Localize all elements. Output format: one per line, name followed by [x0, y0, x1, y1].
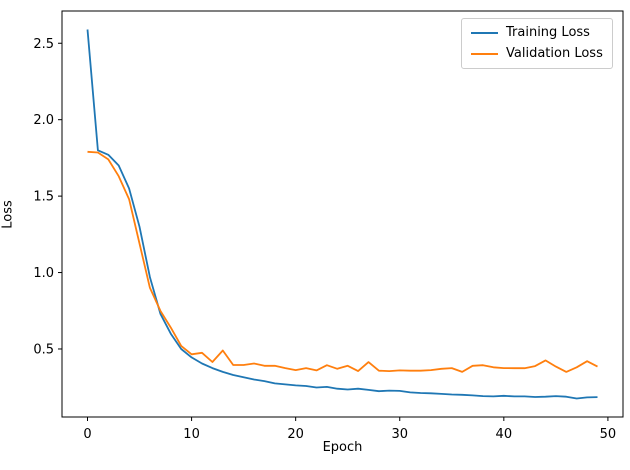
x-tick-label: 50 — [600, 427, 617, 442]
y-tick-label: 1.5 — [33, 190, 54, 205]
y-axis-label: Loss — [0, 200, 16, 229]
x-tick-label: 20 — [287, 427, 304, 442]
y-tick-label: 1.0 — [33, 266, 54, 281]
y-tick-label: 0.5 — [33, 342, 54, 357]
validation-loss-swatch — [471, 52, 498, 55]
validation-loss-line — [87, 150, 598, 373]
x-tick-label: 10 — [183, 427, 200, 442]
x-axis: 0 10 20 30 40 50 — [83, 417, 616, 442]
training-loss-swatch — [471, 31, 498, 34]
legend-label-training-loss: Training Loss — [506, 25, 590, 40]
legend-label-validation-loss: Validation Loss — [506, 46, 603, 61]
plot-border — [61, 10, 624, 418]
x-tick-label: 0 — [83, 427, 91, 442]
training-loss-line — [86, 29, 598, 400]
legend: Training Loss Validation Loss — [461, 18, 613, 69]
x-tick-label: 40 — [496, 427, 513, 442]
legend-item-validation-loss: Validation Loss — [471, 43, 604, 64]
y-tick-label: 2.5 — [33, 37, 54, 52]
y-tick-label: 2.0 — [33, 113, 54, 128]
legend-item-training-loss: Training Loss — [471, 22, 604, 43]
y-axis: 0.5 1.0 1.5 2.0 2.5 — [33, 37, 62, 357]
x-axis-label: Epoch — [322, 440, 363, 455]
x-tick-label: 30 — [391, 427, 408, 442]
